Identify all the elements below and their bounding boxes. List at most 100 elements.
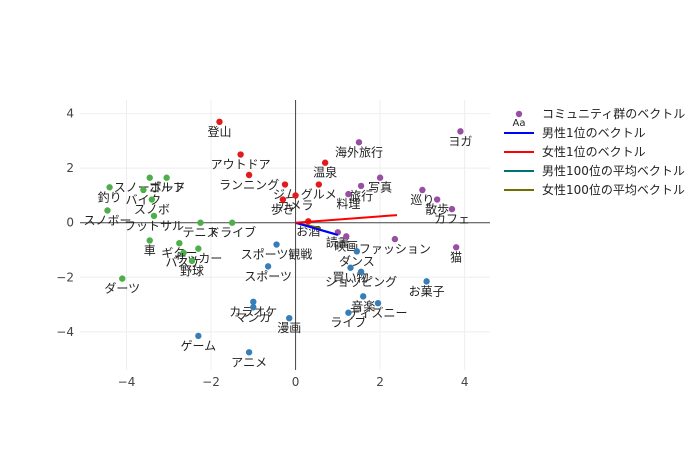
x-tick-label: 4 xyxy=(461,375,469,389)
point-label: アニメ xyxy=(231,355,267,369)
data-point xyxy=(286,314,293,322)
data-point xyxy=(104,207,111,214)
data-point xyxy=(279,196,287,203)
point-label: 料理 xyxy=(336,197,360,211)
point-label: テニス xyxy=(182,226,218,240)
data-point xyxy=(292,192,299,199)
zero-axes xyxy=(80,100,490,370)
point-label: フットサル xyxy=(124,219,184,233)
data-point xyxy=(423,278,430,285)
legend-label: 女性100位の平均ベクトル xyxy=(542,182,685,197)
legend-marker-text: Aa xyxy=(513,118,526,129)
point-label: マンガ xyxy=(235,310,271,324)
data-point xyxy=(176,239,183,247)
point-label: 映画 xyxy=(334,239,358,253)
point-label: 写真 xyxy=(368,181,392,195)
data-point xyxy=(345,190,352,198)
data-point xyxy=(228,219,236,226)
data-point xyxy=(273,241,280,248)
data-point xyxy=(250,298,257,306)
point-label: ショッピング xyxy=(325,275,397,289)
point-label: グルメ xyxy=(301,188,337,202)
point-label: 海外旅行 xyxy=(335,144,383,159)
data-point xyxy=(245,171,253,179)
point-label: 野球 xyxy=(180,264,204,278)
point-label: カラオケ xyxy=(229,305,277,319)
point-label: ファッション xyxy=(359,242,431,256)
data-point xyxy=(148,196,156,203)
legend-point-marker xyxy=(515,110,523,118)
data-point xyxy=(374,299,382,307)
point-label: ゴルフ xyxy=(149,180,185,195)
y-tick-label: 4 xyxy=(66,107,74,121)
x-tick-label: −2 xyxy=(202,375,220,389)
data-point xyxy=(355,139,363,146)
data-point xyxy=(188,257,196,265)
point-label: ライブ xyxy=(330,315,366,330)
data-point xyxy=(321,159,329,166)
legend-label: コミュニティ群のベクトル xyxy=(542,107,685,121)
point-label: ジム xyxy=(273,188,297,202)
tick-labels: −4 −2 0 2 4 −4 −2 0 2 4 xyxy=(56,107,468,389)
data-point xyxy=(146,174,153,181)
point-label: 釣り xyxy=(98,189,122,204)
point-label: ダンス xyxy=(339,253,375,268)
data-point xyxy=(457,128,464,135)
point-label: お菓子 xyxy=(409,284,445,298)
data-point xyxy=(150,212,158,220)
data-point xyxy=(163,174,170,181)
point-label: スポーツ観戦 xyxy=(241,248,313,262)
data-point xyxy=(391,235,399,243)
point-label: 音楽 xyxy=(351,298,375,313)
data-point xyxy=(250,304,257,311)
data-point xyxy=(281,181,289,188)
data-point xyxy=(195,332,202,340)
point-label: 温泉 xyxy=(313,166,337,180)
data-point xyxy=(357,182,365,190)
vector-line xyxy=(295,214,398,224)
x-tick-label: −4 xyxy=(118,375,136,389)
point-label: スノーボード xyxy=(114,181,186,195)
point-label: 歩き xyxy=(271,202,295,217)
x-tick-label: 2 xyxy=(376,375,384,389)
y-tick-label: 0 xyxy=(66,216,74,230)
y-tick-label: −2 xyxy=(56,270,74,284)
data-point xyxy=(119,275,126,282)
point-label: 旅行 xyxy=(349,189,373,203)
point-label: 猫 xyxy=(450,250,462,264)
data-point xyxy=(245,349,253,356)
y-tick-label: 2 xyxy=(66,161,74,175)
data-point xyxy=(197,219,204,226)
point-label: ダーツ xyxy=(104,281,140,296)
point-label: ギター xyxy=(161,246,197,260)
point-label: 散歩 xyxy=(425,202,449,217)
data-point xyxy=(315,181,323,188)
vector-lines xyxy=(295,214,398,236)
legend[interactable]: Aa コミュニティ群のベクトル男性1位のベクトル女性1位のベクトル男性100位の平… xyxy=(504,107,685,197)
point-label: 巡り xyxy=(410,193,434,207)
data-point xyxy=(357,268,365,276)
legend-label: 男性1位のベクトル xyxy=(542,125,646,140)
data-point xyxy=(140,186,147,194)
point-label: ディズニー xyxy=(348,305,407,320)
data-point xyxy=(343,233,350,240)
vector-line xyxy=(295,221,339,236)
data-point xyxy=(433,196,441,203)
data-point xyxy=(106,184,113,191)
grid-lines xyxy=(80,100,490,370)
data-point xyxy=(359,293,367,300)
legend-label: 男性100位の平均ベクトル xyxy=(542,163,685,178)
point-label: スノボー xyxy=(83,213,131,227)
point-label: スポーツ xyxy=(244,269,292,283)
data-point xyxy=(448,205,456,213)
point-label: スノボ xyxy=(134,203,170,217)
point-label: アウトドア xyxy=(211,158,271,172)
point-label: サッカー xyxy=(174,252,222,266)
point-label: 漫画 xyxy=(277,321,301,335)
data-point xyxy=(216,118,223,126)
data-point xyxy=(195,245,202,252)
data-point xyxy=(353,248,361,255)
data-point xyxy=(345,309,352,316)
point-label: 車 xyxy=(144,243,156,257)
